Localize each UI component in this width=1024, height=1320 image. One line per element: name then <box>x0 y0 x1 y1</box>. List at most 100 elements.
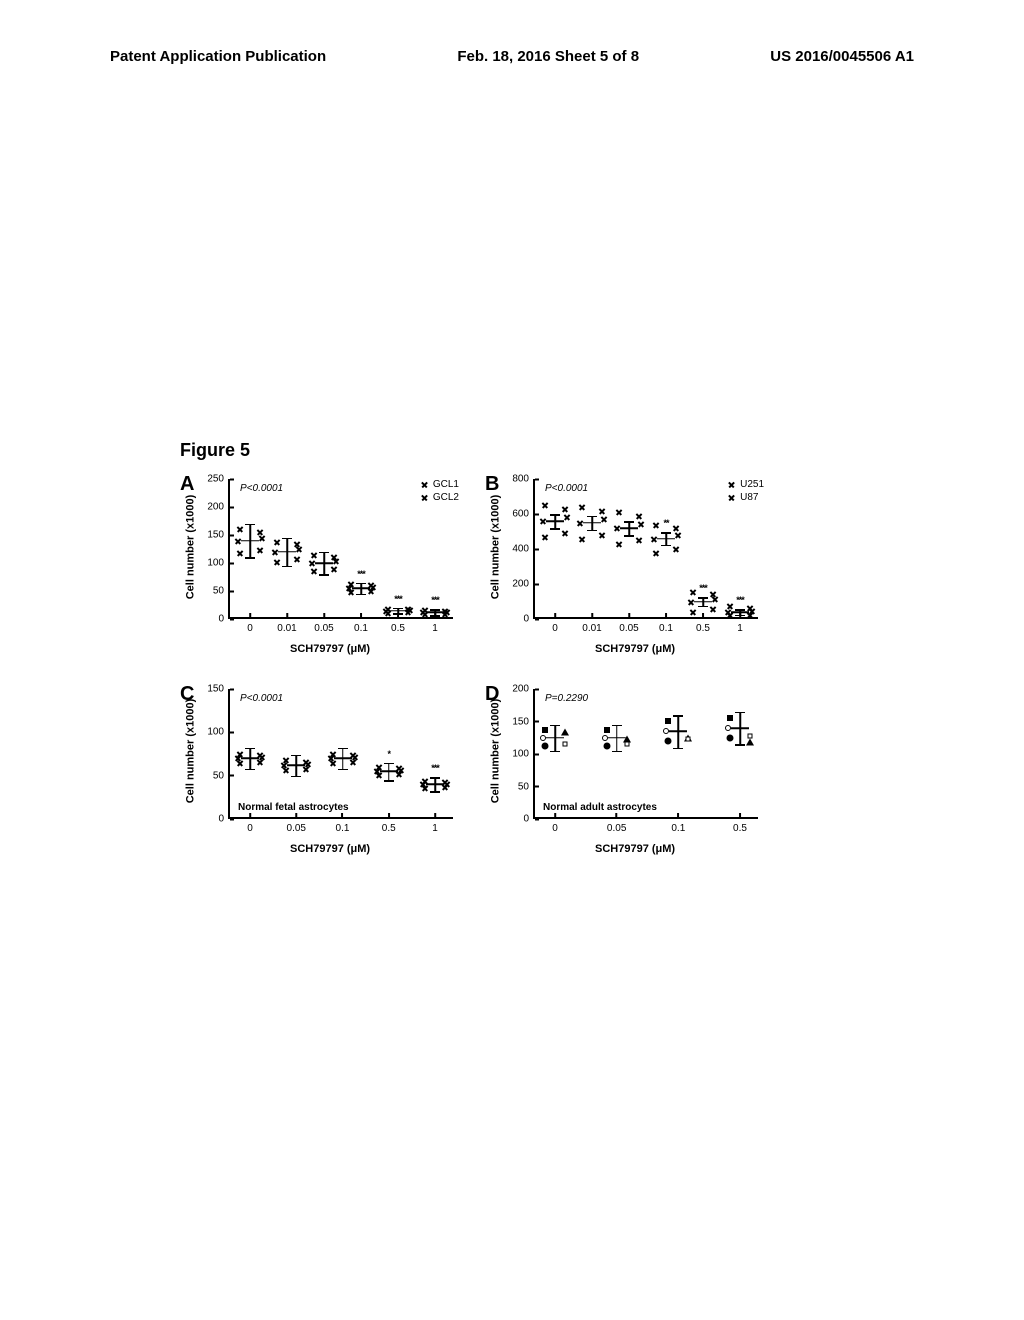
significance-stars: *** <box>394 594 402 604</box>
y-tick: 200 <box>512 684 535 695</box>
y-tick: 600 <box>512 509 535 520</box>
error-cap <box>245 524 255 526</box>
cross-icon <box>281 762 288 769</box>
error-cap <box>291 776 301 778</box>
error-cap <box>291 755 301 757</box>
cross-icon <box>421 481 429 489</box>
cross-icon <box>728 494 736 502</box>
x-tick: 0.1 <box>336 817 350 834</box>
cross-icon <box>673 525 680 532</box>
cross-icon <box>542 534 549 541</box>
x-tick: 0.1 <box>354 617 368 634</box>
x-tick: 0 <box>552 817 558 834</box>
cross-icon <box>346 585 353 592</box>
cross-icon <box>564 514 571 521</box>
panel-b-legend: U251 U87 <box>728 479 764 505</box>
panel-c-inlabel: Normal fetal astrocytes <box>238 802 349 813</box>
panel-b-ylabel: Cell number (x1000) <box>489 495 501 600</box>
error-cap <box>356 594 366 596</box>
sq-icon <box>604 727 610 733</box>
panel-b-xlabel: SCH79797 (μM) <box>595 643 675 655</box>
error-cap <box>550 751 560 753</box>
cross-icon <box>636 513 643 520</box>
cross-icon <box>542 502 549 509</box>
tri-open-icon <box>746 738 754 745</box>
cross-icon <box>616 509 623 516</box>
y-tick: 50 <box>213 586 230 597</box>
y-tick: 400 <box>512 544 535 555</box>
panel-d-inlabel: Normal adult astrocytes <box>543 802 657 813</box>
x-tick: 0.05 <box>619 617 638 634</box>
mean-line <box>694 601 712 603</box>
mean-line <box>669 731 687 733</box>
error-cap <box>338 748 348 750</box>
circ-open-icon <box>663 728 669 734</box>
cross-icon <box>274 538 281 545</box>
figure-area: A Cell number (x1000) P<0.0001 GCL1 GCL2… <box>180 475 790 895</box>
cross-icon <box>373 768 380 775</box>
y-tick: 0 <box>218 814 230 825</box>
x-tick: 0.1 <box>659 617 673 634</box>
mean-line <box>620 527 638 529</box>
legend-row: U251 <box>728 479 764 490</box>
cross-icon <box>311 568 318 575</box>
error-cap <box>430 791 440 793</box>
error-cap <box>673 748 683 750</box>
x-tick: 0.5 <box>391 617 405 634</box>
page-header: Patent Application Publication Feb. 18, … <box>0 48 1024 65</box>
y-tick: 200 <box>207 502 230 513</box>
error-cap <box>393 613 403 615</box>
mean-line <box>278 551 296 553</box>
cross-icon <box>562 530 569 537</box>
error-cap <box>587 530 597 532</box>
error-cap <box>735 744 745 746</box>
cross-icon <box>296 546 303 553</box>
y-tick: 50 <box>213 770 230 781</box>
error-cap <box>282 566 292 568</box>
error-cap <box>430 777 440 779</box>
significance-stars: *** <box>736 595 744 605</box>
error-cap <box>319 552 329 554</box>
cross-icon <box>259 754 266 761</box>
circ-open-icon <box>725 725 731 731</box>
y-tick: 100 <box>207 558 230 569</box>
cross-icon <box>540 518 547 525</box>
error-cap <box>624 521 634 523</box>
cross-icon <box>421 494 429 502</box>
cross-icon <box>638 521 645 528</box>
legend-label: U251 <box>740 479 764 490</box>
error-cap <box>319 574 329 576</box>
y-tick: 100 <box>512 749 535 760</box>
error-cap <box>356 583 366 585</box>
x-tick: 0.01 <box>582 617 601 634</box>
cross-icon <box>653 549 660 556</box>
panel-c-ylabel: Cell number (x1000) <box>184 699 196 804</box>
significance-stars: *** <box>431 763 439 773</box>
error-cap <box>338 769 348 771</box>
panel-c-plot: P<0.0001 Normal fetal astrocytes 0501001… <box>228 689 453 819</box>
cross-icon <box>601 515 608 522</box>
panel-d-pvalue: P=0.2290 <box>545 693 588 704</box>
error-cap <box>612 751 622 753</box>
cross-icon <box>690 588 697 595</box>
y-tick: 200 <box>512 579 535 590</box>
cross-icon <box>728 481 736 489</box>
sq-open-icon <box>686 736 691 741</box>
panel-d-plot: P=0.2290 Normal adult astrocytes 0501001… <box>533 689 758 819</box>
error-cap <box>587 516 597 518</box>
mean-line <box>315 562 333 564</box>
cross-icon <box>420 609 427 616</box>
cross-icon <box>688 598 695 605</box>
cross-icon <box>235 537 242 544</box>
x-tick: 0.05 <box>287 817 306 834</box>
error-cap <box>282 538 292 540</box>
panel-d-ylabel: Cell number (x1000) <box>489 699 501 804</box>
cross-icon <box>577 519 584 526</box>
y-tick: 100 <box>207 727 230 738</box>
circ-icon <box>603 742 610 749</box>
legend-row: GCL2 <box>421 492 459 503</box>
mean-line <box>546 520 564 522</box>
x-tick: 0.01 <box>277 617 296 634</box>
circ-open-icon <box>540 735 546 741</box>
cross-icon <box>614 525 621 532</box>
